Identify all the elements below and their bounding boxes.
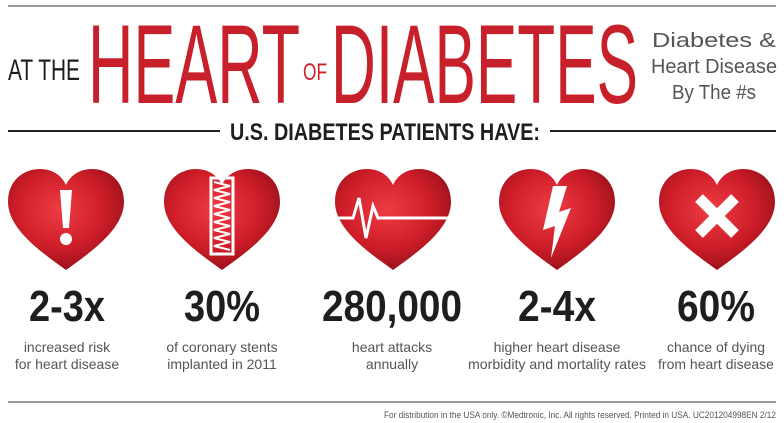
description: for heart disease — [15, 356, 119, 372]
stat: 2-4x — [518, 282, 596, 331]
heart-icon — [499, 169, 615, 270]
title-prefix: AT THE — [8, 54, 80, 87]
title-heart: HEART — [88, 2, 300, 127]
title-of: OF — [303, 59, 327, 86]
description: chance of dying — [667, 339, 765, 355]
tagline-line: Diabetes & — [652, 30, 777, 52]
footer-text: For distribution in the USA only. ©Medtr… — [384, 410, 776, 420]
description: heart attacks — [352, 339, 432, 355]
heart-icon — [333, 169, 453, 270]
description: implanted in 2011 — [167, 356, 277, 372]
tagline-line: By The #s — [672, 82, 756, 104]
section-heading: U.S. DIABETES PATIENTS HAVE: — [230, 119, 540, 146]
heart-icon — [164, 169, 280, 270]
description: of coronary stents — [166, 339, 277, 355]
heart-icon — [8, 169, 124, 270]
stat: 2-3x — [29, 282, 105, 331]
stat: 280,000 — [322, 282, 462, 331]
heart-icon — [659, 169, 775, 270]
title-diabetes: DIABETES — [331, 2, 638, 127]
stat: 60% — [677, 282, 755, 331]
tagline-line: Heart Disease — [651, 56, 777, 78]
description: increased risk — [24, 339, 111, 355]
description: annually — [366, 356, 418, 372]
description: from heart disease — [658, 356, 774, 372]
stat: 30% — [184, 282, 260, 331]
description: higher heart disease — [494, 339, 621, 355]
description: morbidity and mortality rates — [468, 356, 646, 372]
